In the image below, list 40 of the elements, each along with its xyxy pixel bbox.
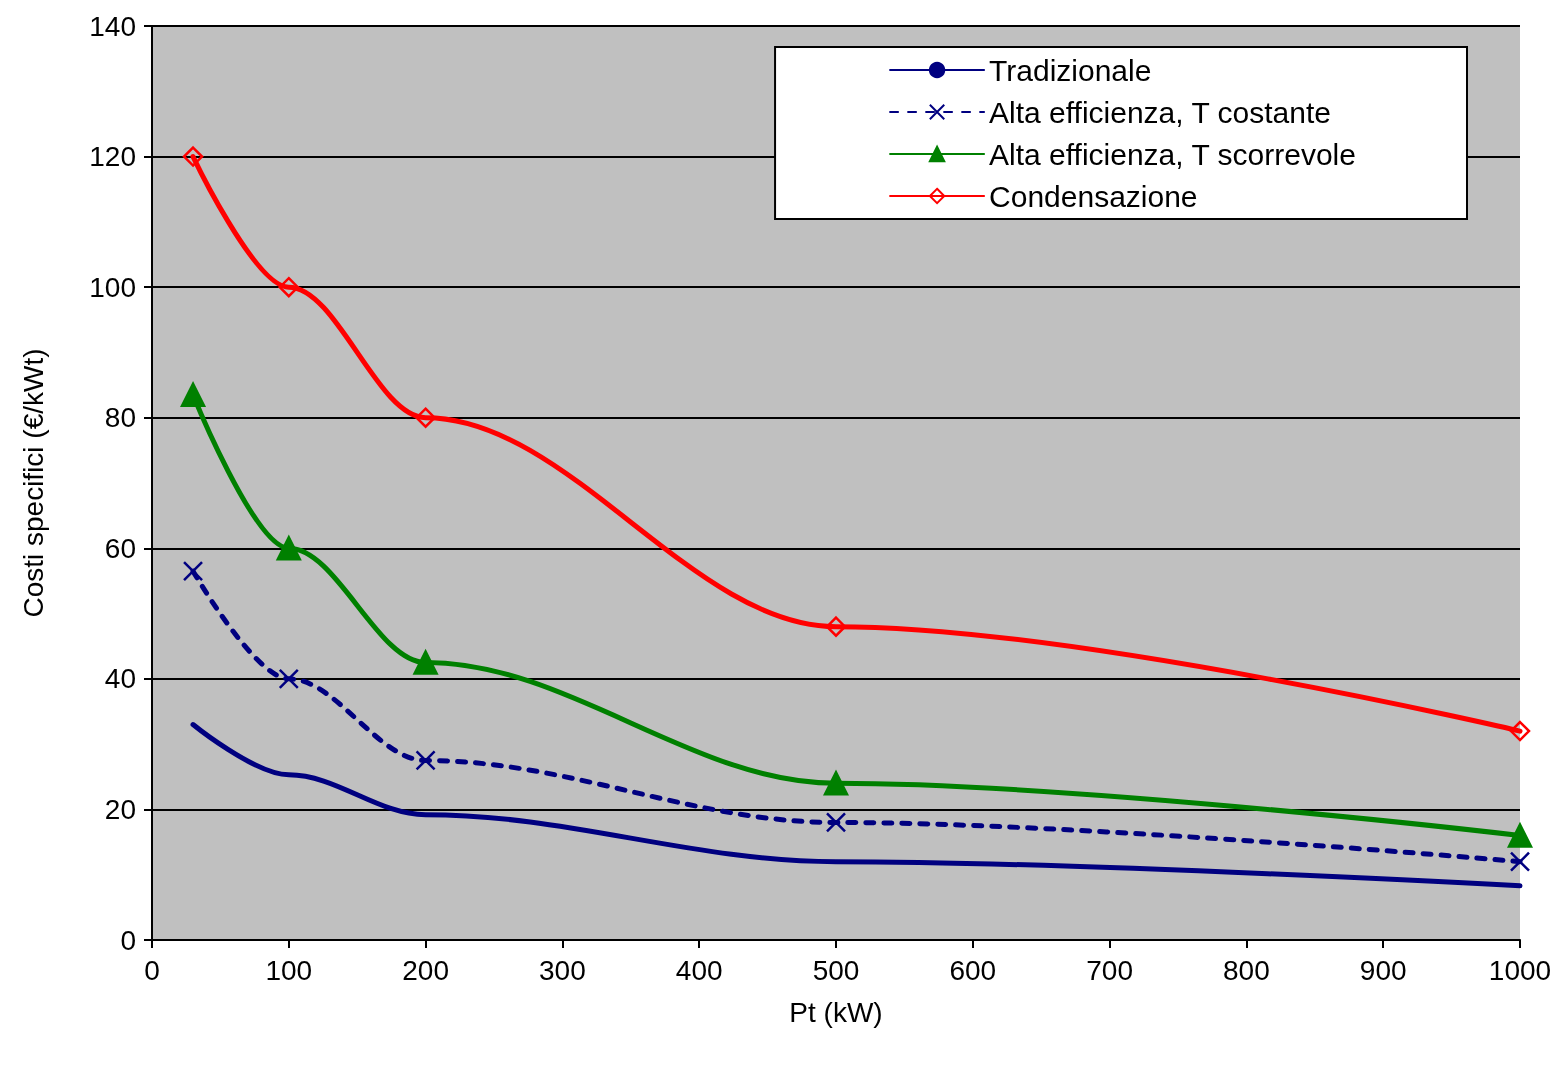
point xyxy=(278,668,300,690)
x-tick-label: 300 xyxy=(539,954,586,986)
point xyxy=(182,146,204,167)
y-tick-label: 140 xyxy=(89,10,136,42)
x-tick-label: 1000 xyxy=(1488,954,1552,986)
x-tick-label: 100 xyxy=(265,954,313,986)
legend-label: Alta efficienza, T costante xyxy=(989,95,1331,129)
point xyxy=(415,407,436,428)
y-axis-title: Costi specifici (€/kWt) xyxy=(17,348,49,618)
x-axis-title: Pt (kW) xyxy=(789,996,883,1028)
y-tick-label: 0 xyxy=(120,924,136,956)
y-tick-label: 120 xyxy=(89,141,136,173)
x-tick-label: 700 xyxy=(1086,954,1133,986)
x-tick-label: 500 xyxy=(812,954,860,986)
y-tick-label: 100 xyxy=(89,271,136,303)
legend-label: Tradizionale xyxy=(989,53,1152,87)
point xyxy=(1509,851,1531,872)
x-tick-label: 0 xyxy=(144,954,160,986)
point xyxy=(825,616,847,637)
legend-label: Alta efficienza, T scorrevole xyxy=(989,137,1356,171)
y-tick-label: 40 xyxy=(104,663,136,695)
point xyxy=(278,276,300,298)
legend-label: Condensazione xyxy=(989,179,1198,213)
x-tick-label: 200 xyxy=(402,954,449,986)
y-tick-label: 20 xyxy=(104,793,136,825)
point xyxy=(825,812,847,833)
point xyxy=(1507,823,1533,848)
point xyxy=(276,536,302,561)
x-tick-label: 400 xyxy=(675,954,723,986)
y-tick-label: 60 xyxy=(104,532,136,564)
x-tick-label: 900 xyxy=(1359,954,1407,986)
x-tick-label: 600 xyxy=(949,954,997,986)
y-tick-label: 80 xyxy=(104,402,136,434)
x-tick-label: 800 xyxy=(1223,954,1270,986)
point xyxy=(823,771,849,796)
point xyxy=(1509,720,1531,742)
point xyxy=(182,560,204,582)
point xyxy=(180,382,206,408)
point xyxy=(415,750,436,771)
point xyxy=(413,650,438,675)
